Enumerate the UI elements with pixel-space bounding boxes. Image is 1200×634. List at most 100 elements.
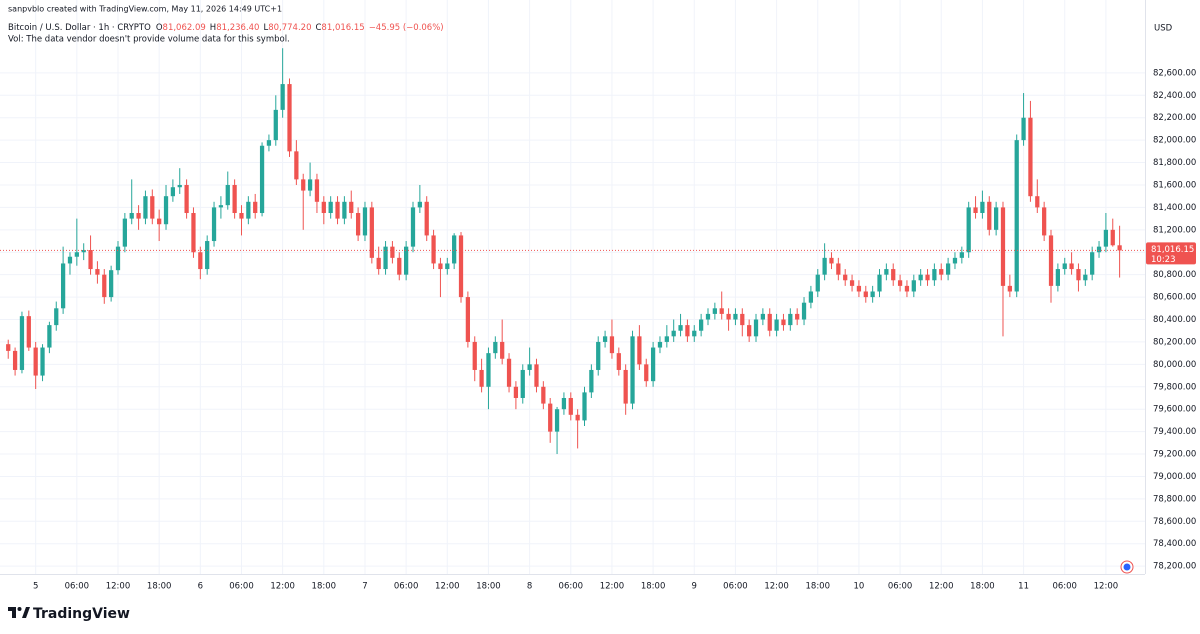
candle-body <box>67 256 73 264</box>
candle-body <box>12 350 18 370</box>
candle-body <box>650 347 656 382</box>
candle-body <box>314 179 320 202</box>
icon <box>1123 563 1131 571</box>
candle-body <box>506 358 512 387</box>
x-tick-label: 12:00 <box>270 582 295 592</box>
y-tick-label: 78,800.00 <box>1153 494 1196 504</box>
candle-body <box>685 325 690 337</box>
brand-name: TradingView <box>33 606 130 622</box>
candle-body <box>987 201 992 230</box>
candle-body <box>1083 274 1088 281</box>
candle-body <box>47 325 52 348</box>
legend-change: −45.95 (−0.06%) <box>369 23 444 33</box>
legend-value: 80,774.20 <box>268 23 311 33</box>
candle-body <box>836 263 841 275</box>
candle-body <box>486 353 491 387</box>
candle-body <box>465 297 471 342</box>
y-tick-label: 79,600.00 <box>1153 405 1196 415</box>
candle-body <box>321 201 326 214</box>
candle-body <box>1000 207 1006 286</box>
candle-body <box>753 319 759 337</box>
x-tick-label: 10 <box>854 582 865 592</box>
legend-value: 81,236.40 <box>216 23 259 33</box>
candle-body <box>211 207 217 242</box>
candle-body <box>225 184 230 206</box>
x-tick-label: 18:00 <box>147 582 172 592</box>
candle-body <box>184 184 189 214</box>
candle-body <box>205 241 210 270</box>
candle-body <box>1076 269 1081 281</box>
candle-body <box>692 330 697 337</box>
candle-body <box>33 347 38 376</box>
candle-body <box>1028 117 1033 197</box>
candle-body <box>198 252 203 270</box>
candle-body <box>513 386 519 398</box>
candle-body <box>671 330 676 337</box>
y-tick-label: 80,600.00 <box>1153 293 1196 303</box>
candle-body <box>266 140 272 146</box>
candle-body <box>191 213 196 253</box>
candle-body <box>129 213 134 219</box>
x-tick-label: 6 <box>198 582 203 592</box>
candle-body <box>404 246 409 275</box>
candle-body <box>500 341 505 359</box>
candle-body <box>445 263 450 270</box>
candle-body <box>1062 263 1067 270</box>
candle-body <box>239 213 244 219</box>
x-tick-label: 8 <box>527 582 532 592</box>
candle-body <box>150 196 155 219</box>
candle-body <box>369 207 374 258</box>
candle-body <box>1069 263 1074 270</box>
x-tick-label: 06:00 <box>65 582 90 592</box>
candle-body <box>1007 285 1012 292</box>
candle-body <box>925 274 930 281</box>
x-tick-label: 06:00 <box>559 582 584 592</box>
candle-body <box>40 347 45 376</box>
y-tick-label: 79,200.00 <box>1153 450 1196 460</box>
candle-body <box>1117 245 1122 251</box>
candle-body <box>280 84 285 110</box>
candle-body <box>774 319 779 331</box>
candle-body <box>376 257 381 270</box>
candles <box>0 48 1145 455</box>
candle-body <box>26 316 31 348</box>
y-tick-label: 78,600.00 <box>1153 517 1196 527</box>
candle-body <box>81 250 86 253</box>
x-tick-label: 18:00 <box>970 582 995 592</box>
candle-body <box>801 302 807 320</box>
candle-body <box>554 409 560 432</box>
logo-icon <box>22 607 30 618</box>
candle-body <box>417 201 422 208</box>
symbol-legend: Bitcoin / U.S. Dollar · 1h · CRYPTO O81,0… <box>8 23 444 33</box>
x-tick-label: 06:00 <box>888 582 913 592</box>
x-tick-label: 18:00 <box>806 582 831 592</box>
candle-body <box>815 274 820 292</box>
candle-body <box>1014 140 1019 292</box>
candle-body <box>856 285 862 292</box>
candle-body <box>397 257 402 275</box>
x-tick-label: 11 <box>1018 582 1029 592</box>
candle-body <box>657 341 663 348</box>
y-tick-label: 80,800.00 <box>1153 270 1196 280</box>
candle-body <box>349 201 354 214</box>
candle-body <box>630 336 635 404</box>
x-tick-label: 9 <box>692 582 697 592</box>
candle-body <box>561 397 567 410</box>
candle-body <box>19 316 25 370</box>
candle-body <box>1042 207 1047 236</box>
y-tick-label: 78,200.00 <box>1153 562 1196 572</box>
candle-body <box>602 336 608 342</box>
y-tick-label: 81,600.00 <box>1153 180 1196 190</box>
candle-body <box>534 364 539 387</box>
candle-body <box>438 263 443 270</box>
replay-icon <box>1120 560 1134 574</box>
legend-key: H <box>210 23 216 33</box>
candle-body <box>541 386 546 404</box>
candle-body <box>980 201 985 214</box>
candle-body <box>335 201 340 219</box>
candle-body <box>781 319 786 326</box>
candle-body <box>328 201 333 214</box>
candle-body <box>1103 229 1109 247</box>
candle-body <box>410 207 416 247</box>
candle-body <box>88 250 93 270</box>
